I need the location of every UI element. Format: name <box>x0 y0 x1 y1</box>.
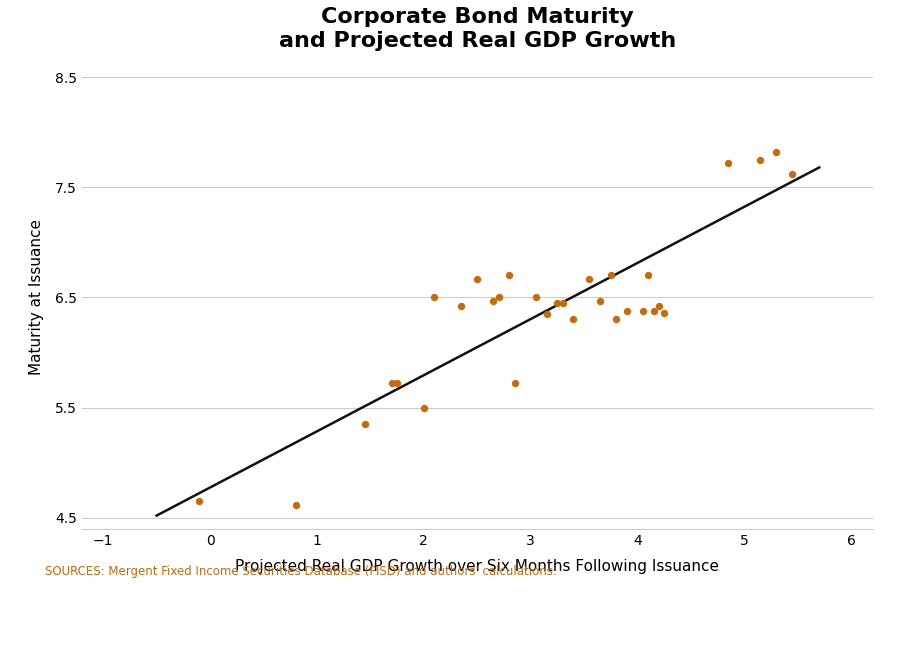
Point <box>604 270 618 281</box>
Point <box>358 419 373 430</box>
Text: Federal Reserve Bank of St. Louis: Federal Reserve Bank of St. Louis <box>20 627 284 641</box>
Point <box>427 292 442 303</box>
Text: SOURCES: Mergent Fixed Income Securities Database (FISD) and authors' calculatio: SOURCES: Mergent Fixed Income Securities… <box>45 565 557 578</box>
Point <box>635 305 650 316</box>
Point <box>416 403 431 413</box>
Point <box>769 147 784 157</box>
Point <box>385 378 399 389</box>
Point <box>721 158 735 169</box>
Point <box>609 314 624 325</box>
Point <box>529 292 544 303</box>
Point <box>288 499 303 510</box>
Point <box>492 292 506 303</box>
X-axis label: Projected Real GDP Growth over Six Months Following Issuance: Projected Real GDP Growth over Six Month… <box>235 559 719 574</box>
Point <box>593 295 607 306</box>
Point <box>454 301 468 311</box>
Point <box>566 314 581 325</box>
Point <box>641 270 655 281</box>
Point <box>754 155 768 165</box>
Point <box>539 309 554 319</box>
Point <box>582 274 596 284</box>
Point <box>486 295 501 306</box>
Point <box>785 169 800 179</box>
Point <box>620 305 634 316</box>
Point <box>652 301 666 311</box>
Point <box>646 305 661 316</box>
Point <box>192 496 206 506</box>
Point <box>390 378 405 389</box>
Point <box>550 297 564 308</box>
Title: Corporate Bond Maturity
and Projected Real GDP Growth: Corporate Bond Maturity and Projected Re… <box>278 7 676 51</box>
Point <box>507 378 522 389</box>
Point <box>502 270 516 281</box>
Point <box>470 274 484 284</box>
Point <box>657 307 672 318</box>
Y-axis label: Maturity at Issuance: Maturity at Issuance <box>29 219 44 375</box>
Point <box>555 297 570 308</box>
